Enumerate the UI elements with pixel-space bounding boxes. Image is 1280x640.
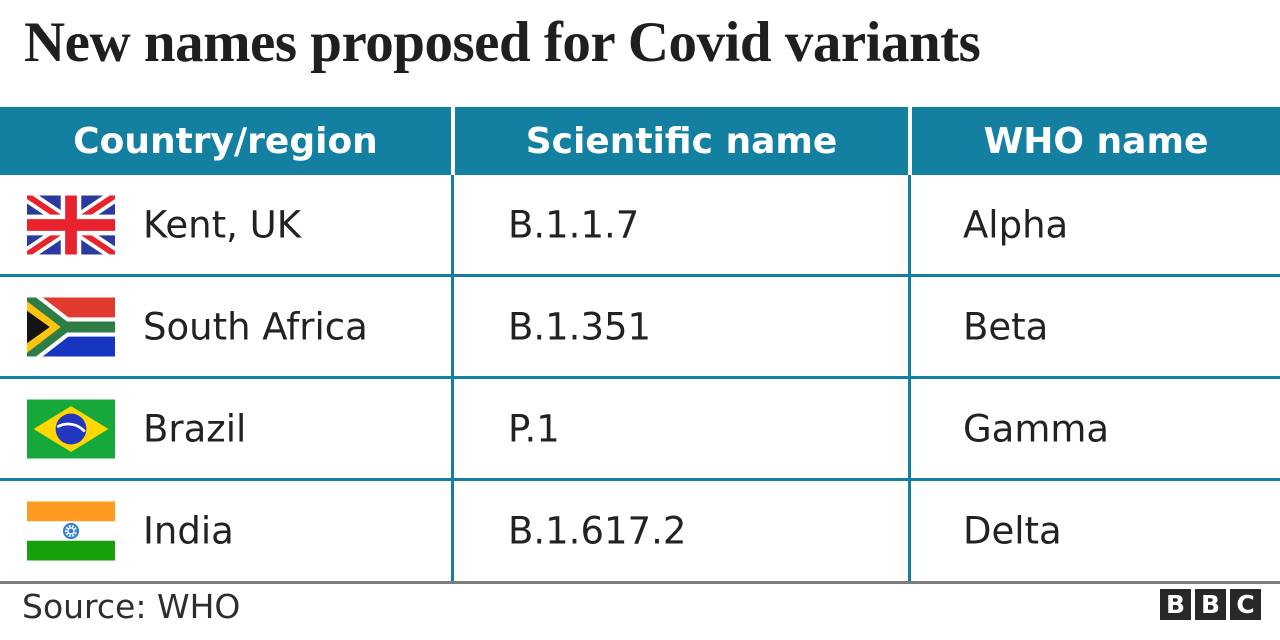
column-header-scientific-name: Scientific name bbox=[455, 107, 908, 175]
page-title: New names proposed for Covid variants bbox=[24, 11, 981, 74]
bbc-logo-block: B bbox=[1160, 589, 1191, 620]
country-label: Brazil bbox=[143, 407, 247, 450]
country-label: South Africa bbox=[143, 305, 368, 348]
table-row: India B.1.617.2 Delta bbox=[0, 481, 1280, 580]
bbc-logo-block: B bbox=[1195, 589, 1226, 620]
india-flag-icon bbox=[27, 501, 115, 560]
uk-flag-icon bbox=[27, 195, 115, 254]
footer-divider bbox=[0, 581, 1280, 584]
scientific-name-value: B.1.617.2 bbox=[508, 509, 687, 552]
column-divider bbox=[908, 175, 911, 581]
country-label: Kent, UK bbox=[143, 203, 302, 246]
column-divider bbox=[451, 175, 454, 581]
who-name-value: Alpha bbox=[963, 203, 1069, 246]
table-row: Brazil P.1 Gamma bbox=[0, 379, 1280, 481]
south-africa-flag-icon bbox=[27, 297, 115, 356]
scientific-name-value: B.1.351 bbox=[508, 305, 652, 348]
scientific-name-value: P.1 bbox=[508, 407, 560, 450]
table-row: Kent, UK B.1.1.7 Alpha bbox=[0, 175, 1280, 277]
scientific-name-value: B.1.1.7 bbox=[508, 203, 640, 246]
bbc-logo-block: C bbox=[1230, 589, 1261, 620]
table-row: South Africa B.1.351 Beta bbox=[0, 277, 1280, 379]
table-body: Kent, UK B.1.1.7 Alpha South Africa B.1.… bbox=[0, 175, 1280, 580]
brazil-flag-icon bbox=[27, 399, 115, 458]
country-label: India bbox=[143, 509, 234, 552]
table-header-row: Country/region Scientific name WHO name bbox=[0, 107, 1280, 175]
column-header-who-name: WHO name bbox=[912, 107, 1280, 175]
who-name-value: Delta bbox=[963, 509, 1062, 552]
who-name-value: Beta bbox=[963, 305, 1049, 348]
bbc-logo: B B C bbox=[1160, 589, 1261, 620]
column-header-country-region: Country/region bbox=[0, 107, 451, 175]
who-name-value: Gamma bbox=[963, 407, 1110, 450]
source-attribution: Source: WHO bbox=[22, 587, 241, 626]
